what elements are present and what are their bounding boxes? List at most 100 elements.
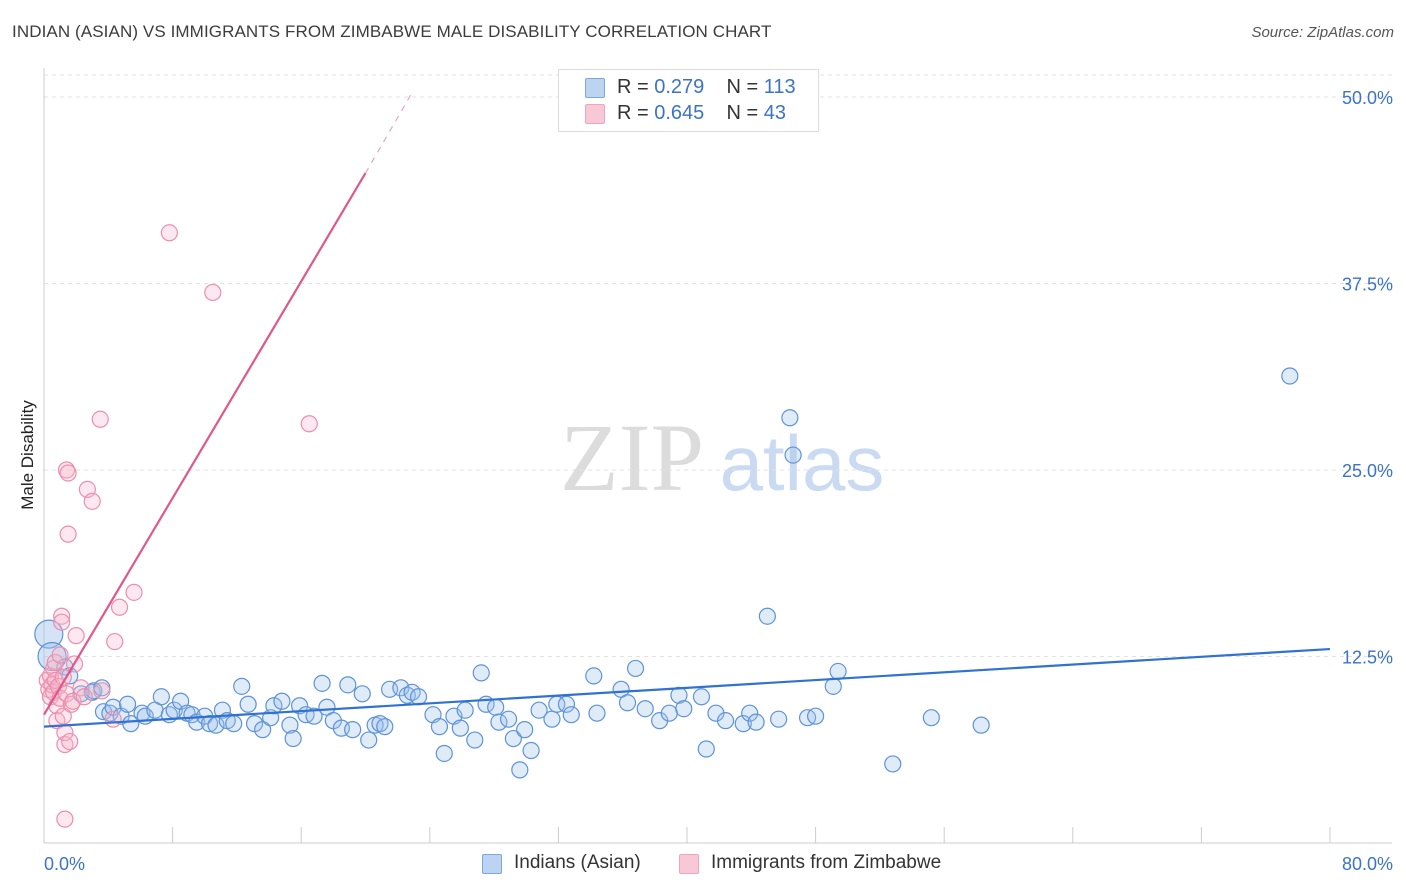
point-indians-asian xyxy=(239,695,257,713)
y-tick-label: 12.5% xyxy=(1342,648,1393,668)
point-indians-asian xyxy=(829,662,847,681)
point-indians-asian xyxy=(770,710,788,728)
point-indians-asian xyxy=(284,729,302,748)
point-indians-asian xyxy=(339,676,357,694)
point-indians-asian xyxy=(225,715,243,733)
point-indians-asian xyxy=(697,740,715,758)
chart-title: INDIAN (ASIAN) VS IMMIGRANTS FROM ZIMBAB… xyxy=(12,22,772,41)
point-indians-asian xyxy=(487,698,505,716)
n-value: 113 xyxy=(763,76,796,98)
point-zimbabwe xyxy=(61,732,79,751)
point-indians-asian xyxy=(516,721,534,739)
y-tick-label: 50.0% xyxy=(1342,88,1393,108)
point-indians-asian xyxy=(213,701,232,719)
point-indians-asian xyxy=(344,721,362,739)
point-zimbabwe xyxy=(72,679,90,697)
point-indians-asian xyxy=(118,695,137,713)
point-indians-asian xyxy=(543,710,561,728)
point-indians-asian xyxy=(522,741,540,760)
point-indians-asian xyxy=(490,713,508,731)
point-indians-asian xyxy=(435,744,453,763)
axes xyxy=(43,68,1392,844)
point-indians-asian xyxy=(504,729,522,748)
point-zimbabwe xyxy=(75,688,93,706)
point-zimbabwe xyxy=(64,692,82,710)
point-indians-asian xyxy=(972,716,990,734)
point-indians-asian xyxy=(290,697,309,715)
point-zimbabwe xyxy=(53,607,71,625)
legend-label-zimbabwe: Immigrants from Zimbabwe xyxy=(711,852,942,873)
point-indians-asian xyxy=(376,718,394,736)
point-indians-asian xyxy=(233,677,251,695)
tick-labels: 12.5% 25.0% 37.5% 50.0% 0.0% 80.0% xyxy=(44,88,1393,874)
trend-lines xyxy=(43,92,1331,728)
point-zimbabwe xyxy=(125,583,143,601)
point-indians-asian xyxy=(360,731,378,749)
point-indians-asian xyxy=(456,701,474,719)
r-label: R = xyxy=(617,102,649,124)
point-zimbabwe xyxy=(67,627,85,645)
point-indians-asian xyxy=(281,716,299,734)
point-zimbabwe xyxy=(51,646,69,664)
point-indians-asian xyxy=(781,409,799,427)
y-axis-label: Male Disability xyxy=(18,400,37,510)
point-zimbabwe xyxy=(91,410,109,428)
point-indians-asian xyxy=(122,715,140,733)
legend-stats-indians: R = 0.279 N = 113 xyxy=(617,76,796,99)
x-tick-label-min: 0.0% xyxy=(44,854,85,874)
legend-swatch-zimbabwe xyxy=(585,104,605,124)
source-label: Source: ZipAtlas.com xyxy=(1251,24,1394,41)
watermark-zip: ZIP xyxy=(560,404,704,511)
point-indians-asian xyxy=(824,677,842,695)
point-zimbabwe xyxy=(204,283,222,302)
n-value: 43 xyxy=(763,102,787,124)
correlation-legend: R = 0.279 N = 113 R = 0.645 N = 43 xyxy=(558,69,819,132)
trend-line-indians-asian xyxy=(43,647,1331,728)
series-zimbabwe-points xyxy=(38,224,318,828)
point-indians-asian xyxy=(511,761,529,779)
point-indians-asian xyxy=(660,704,678,722)
n-label: N = xyxy=(726,102,759,124)
legend-label-indians: Indians (Asian) xyxy=(514,852,641,873)
point-indians-asian xyxy=(254,721,272,739)
point-indians-asian xyxy=(451,719,469,737)
point-zimbabwe xyxy=(160,224,178,242)
series-legend: Indians (Asian) Immigrants from Zimbabwe xyxy=(0,850,1406,878)
gridlines xyxy=(44,74,1392,657)
r-value: 0.645 xyxy=(654,102,705,124)
point-zimbabwe xyxy=(62,695,80,713)
point-indians-asian xyxy=(466,731,484,749)
point-indians-asian xyxy=(588,704,606,722)
watermark: ZIP atlas xyxy=(560,404,884,511)
point-indians-asian xyxy=(273,692,291,710)
point-indians-asian xyxy=(409,688,428,706)
r-label: R = xyxy=(617,76,649,98)
point-indians-asian xyxy=(353,685,371,703)
point-indians-asian xyxy=(1281,367,1299,385)
point-zimbabwe xyxy=(300,415,318,433)
point-indians-asian xyxy=(530,701,548,719)
point-indians-asian xyxy=(152,688,170,706)
point-indians-asian xyxy=(758,607,776,625)
point-zimbabwe xyxy=(93,682,111,700)
series-indians-asian-points xyxy=(34,367,1299,779)
point-indians-asian xyxy=(675,700,693,718)
legend-swatch-indians xyxy=(482,854,502,874)
point-indians-asian xyxy=(922,709,940,727)
x-tick-label-max: 80.0% xyxy=(1342,854,1393,874)
point-indians-asian xyxy=(430,718,449,736)
point-indians-asian xyxy=(884,755,902,773)
point-indians-asian xyxy=(747,713,765,731)
y-tick-label: 25.0% xyxy=(1342,461,1393,481)
point-zimbabwe xyxy=(59,464,77,482)
point-zimbabwe xyxy=(104,710,122,728)
point-indians-asian xyxy=(636,700,654,718)
point-indians-asian xyxy=(371,715,389,733)
point-indians-asian xyxy=(741,704,759,722)
point-indians-asian xyxy=(472,664,490,682)
point-zimbabwe xyxy=(56,810,74,828)
point-zimbabwe xyxy=(106,632,124,651)
point-zimbabwe xyxy=(57,461,76,479)
point-zimbabwe xyxy=(110,598,129,616)
